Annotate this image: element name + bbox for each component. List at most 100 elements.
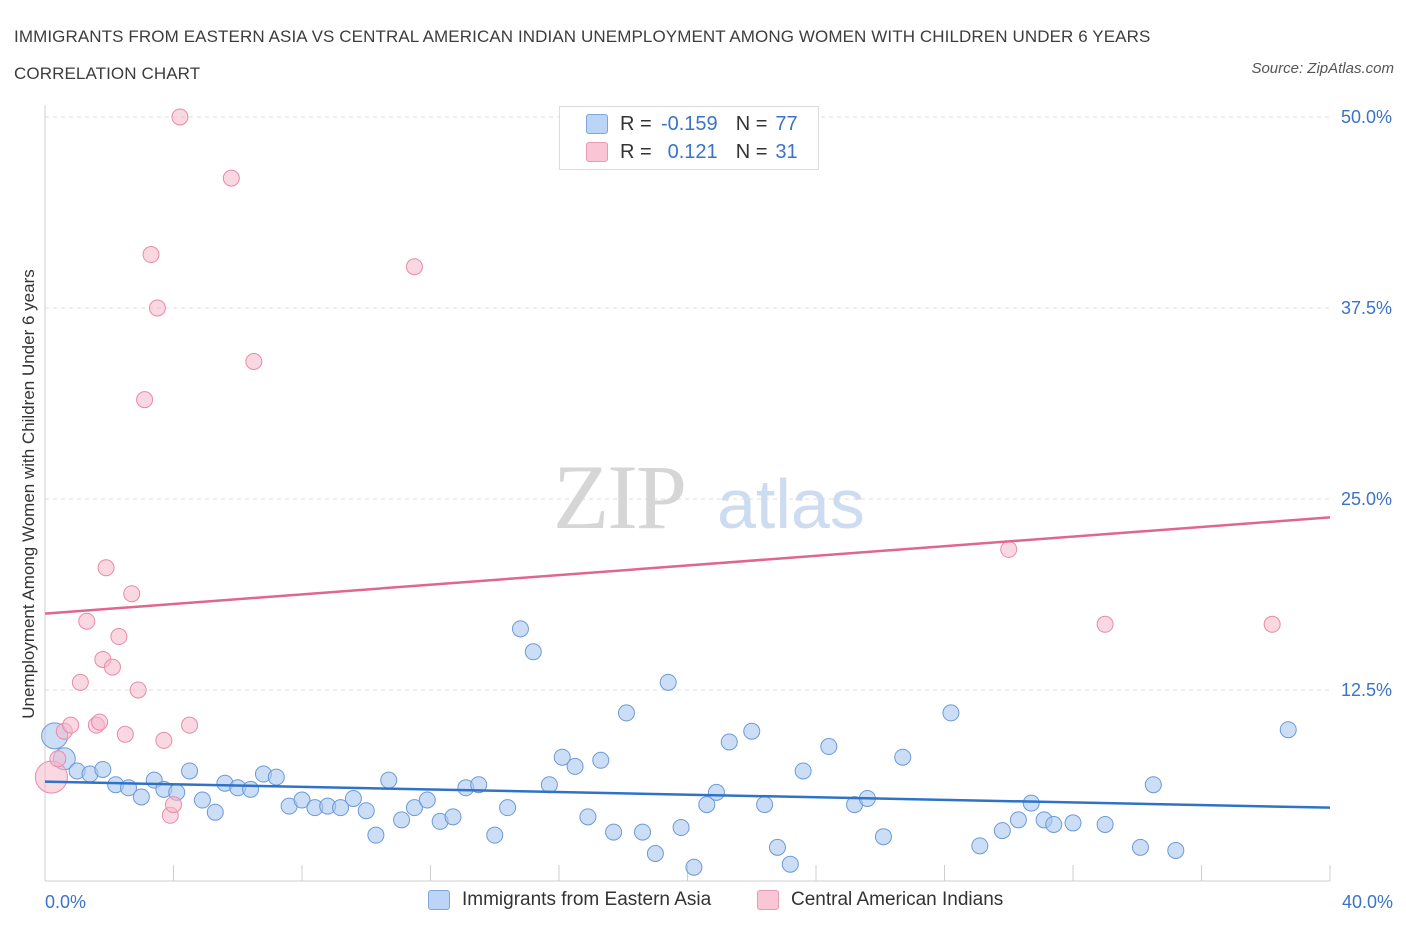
point-eastern-asia — [181, 762, 199, 780]
point-eastern-asia — [293, 791, 311, 809]
point-central-american — [123, 585, 141, 603]
point-eastern-asia — [380, 771, 398, 789]
point-eastern-asia — [242, 780, 260, 798]
point-eastern-asia — [367, 826, 385, 844]
legend-swatch-pink — [757, 890, 779, 910]
point-eastern-asia — [592, 751, 610, 769]
point-central-american — [222, 169, 240, 187]
point-eastern-asia — [566, 757, 584, 775]
point-eastern-asia — [894, 748, 912, 766]
point-eastern-asia — [405, 799, 423, 817]
point-eastern-asia — [605, 823, 623, 841]
point-central-american — [78, 612, 96, 630]
point-eastern-asia — [659, 673, 677, 691]
point-eastern-asia — [553, 748, 571, 766]
grid-lines — [45, 116, 1330, 691]
axes — [44, 105, 1331, 882]
stats-row-central-american: R = 0.121 N = 31 — [586, 140, 798, 164]
point-eastern-asia — [94, 760, 112, 778]
stats-legend: R = -0.159 N = 77 R = 0.121 N = 31 — [559, 106, 819, 170]
point-central-american — [165, 796, 182, 814]
point-eastern-asia — [1131, 838, 1149, 856]
point-eastern-asia — [499, 799, 517, 817]
r-label: R = — [620, 140, 652, 163]
point-eastern-asia — [1096, 815, 1114, 833]
point-central-american — [110, 628, 128, 646]
point-eastern-asia — [820, 738, 838, 756]
y-axis-label: Unemployment Among Women with Children U… — [19, 269, 38, 718]
y-tick-label-3: 50.0% — [1341, 107, 1392, 127]
stats-row-eastern-asia: R = -0.159 N = 77 — [586, 112, 798, 136]
point-eastern-asia — [634, 823, 652, 841]
point-eastern-asia — [486, 826, 504, 844]
point-central-american — [245, 352, 263, 370]
point-eastern-asia — [794, 762, 812, 780]
point-central-american — [129, 681, 147, 699]
swatch-pink — [586, 142, 608, 162]
point-eastern-asia — [470, 776, 488, 794]
point-eastern-asia — [781, 855, 799, 873]
point-eastern-asia — [756, 796, 774, 814]
point-eastern-asia — [206, 803, 224, 821]
legend-label-central-american: Central American Indians — [791, 889, 1004, 910]
x-tick-label-max: 40.0% — [1342, 892, 1393, 912]
point-eastern-asia — [524, 643, 542, 661]
point-central-american — [155, 731, 173, 749]
swatch-blue — [586, 114, 608, 134]
point-eastern-asia — [540, 776, 558, 794]
series-eastern-asia-points — [41, 620, 1297, 876]
point-eastern-asia — [267, 768, 285, 786]
point-central-american — [148, 299, 166, 317]
point-eastern-asia — [344, 789, 362, 807]
point-central-american — [1000, 540, 1018, 558]
point-central-american — [171, 108, 189, 126]
point-eastern-asia — [993, 822, 1011, 840]
point-central-american — [91, 713, 109, 731]
series-legend: Immigrants from Eastern Asia Central Ame… — [0, 889, 1406, 915]
point-central-american — [97, 559, 115, 577]
legend-item-eastern-asia: Immigrants from Eastern Asia — [428, 889, 711, 911]
source-label: Source: ZipAtlas.com — [1251, 60, 1394, 77]
point-eastern-asia — [393, 811, 411, 829]
point-eastern-asia — [1279, 721, 1297, 739]
point-eastern-asia — [768, 838, 786, 856]
point-eastern-asia — [1045, 815, 1063, 833]
y-tick-label-2: 37.5% — [1341, 298, 1392, 318]
point-eastern-asia — [1022, 794, 1040, 812]
point-central-american — [49, 750, 67, 768]
r-value: 0.121 — [667, 140, 718, 163]
trend-lines — [44, 516, 1331, 809]
point-central-american — [136, 391, 154, 409]
point-eastern-asia — [132, 788, 150, 806]
n-value: 31 — [775, 140, 798, 163]
x-tick-label-min: 0.0% — [45, 892, 86, 912]
point-eastern-asia — [942, 704, 960, 722]
n-label: N = — [735, 140, 768, 163]
legend-label-eastern-asia: Immigrants from Eastern Asia — [462, 889, 712, 910]
point-eastern-asia — [707, 783, 725, 801]
point-eastern-asia — [743, 722, 761, 740]
point-eastern-asia — [579, 808, 597, 826]
watermark-zip: ZIP — [553, 446, 685, 548]
point-central-american — [62, 716, 80, 734]
point-central-american — [142, 246, 160, 264]
r-label: R = — [620, 112, 652, 135]
point-eastern-asia — [685, 858, 703, 876]
trend-line-eastern-asia — [44, 780, 1331, 809]
point-eastern-asia — [444, 808, 462, 826]
point-eastern-asia — [332, 799, 350, 817]
legend-swatch-blue — [428, 890, 450, 910]
point-eastern-asia — [511, 620, 529, 638]
point-eastern-asia — [646, 844, 664, 862]
point-central-american — [116, 725, 134, 743]
point-central-american — [1096, 615, 1114, 633]
y-tick-label-1: 25.0% — [1341, 489, 1392, 509]
point-central-american — [405, 258, 423, 276]
r-value: -0.159 — [660, 112, 718, 135]
point-eastern-asia — [1009, 811, 1027, 829]
point-eastern-asia — [1144, 776, 1162, 794]
point-central-american — [71, 673, 89, 691]
watermark: ZIP atlas — [553, 446, 865, 548]
point-eastern-asia — [1064, 814, 1082, 832]
